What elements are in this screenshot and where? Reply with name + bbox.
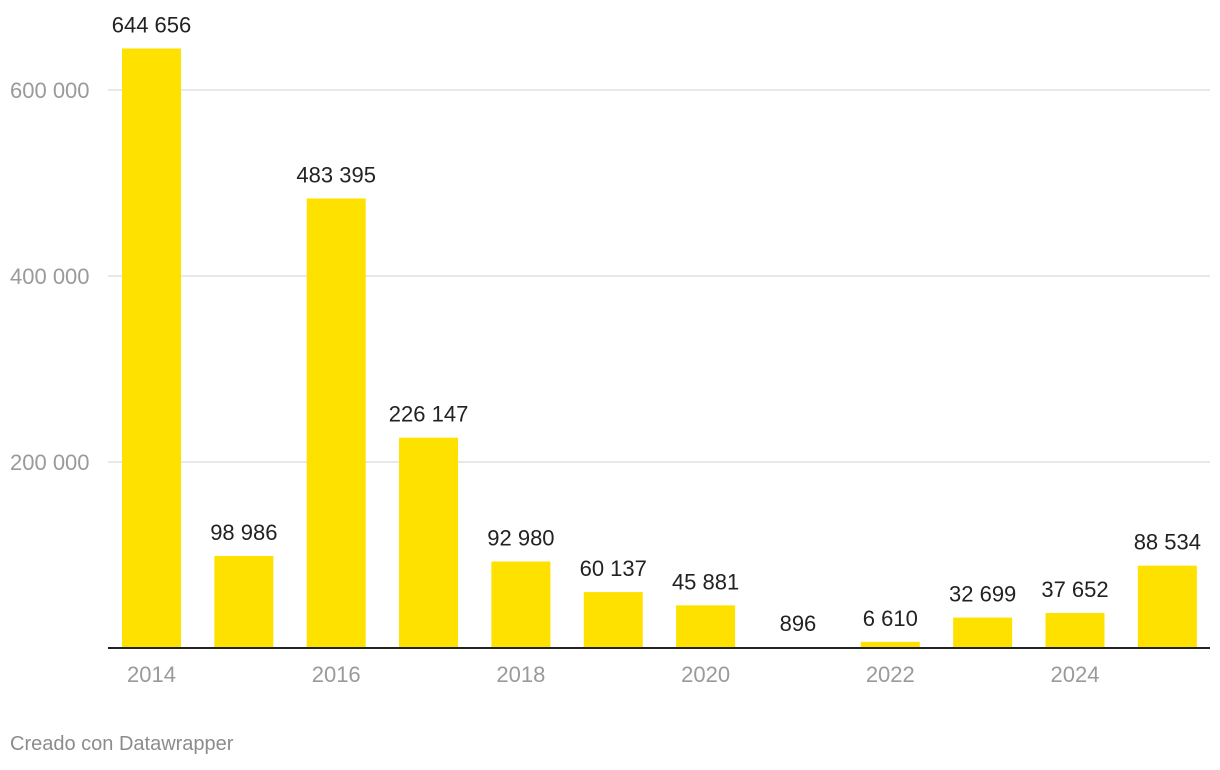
value-label: 92 980 <box>487 526 554 551</box>
x-tick-label: 2022 <box>866 662 915 687</box>
bar <box>583 592 643 648</box>
value-label: 644 656 <box>112 12 192 37</box>
x-tick-label: 2014 <box>127 662 176 687</box>
bar <box>122 48 181 649</box>
bar <box>953 617 1013 648</box>
value-label: 226 147 <box>389 402 469 427</box>
value-label: 896 <box>780 611 817 636</box>
value-label: 32 699 <box>949 582 1016 607</box>
value-label: 37 652 <box>1041 577 1108 602</box>
credit-text: Creado con Datawrapper <box>10 733 234 755</box>
bar <box>860 641 920 648</box>
value-label: 483 395 <box>296 162 376 187</box>
value-label: 60 137 <box>580 556 647 581</box>
bar <box>1045 612 1105 648</box>
x-tick-label: 2018 <box>496 662 545 687</box>
x-tick-label: 2016 <box>312 662 361 687</box>
bar <box>399 437 459 648</box>
y-tick-label: 400 000 <box>10 264 90 289</box>
value-label: 88 534 <box>1134 530 1201 555</box>
bar <box>306 198 366 648</box>
value-label: 6 610 <box>863 606 918 631</box>
bar-chart: 200 000 400 000 600 000 644 656 2014 98 986 48… <box>10 12 1210 687</box>
x-tick-label: 2020 <box>681 662 730 687</box>
value-label: 45 881 <box>672 569 739 594</box>
x-tick-label: 2024 <box>1051 662 1100 687</box>
y-tick-label: 600 000 <box>10 78 90 103</box>
value-label: 98 986 <box>210 520 277 545</box>
y-tick-label: 200 000 <box>10 450 90 475</box>
bar <box>214 555 274 648</box>
bar <box>1137 565 1197 648</box>
bar <box>491 561 551 648</box>
bar <box>676 605 736 648</box>
